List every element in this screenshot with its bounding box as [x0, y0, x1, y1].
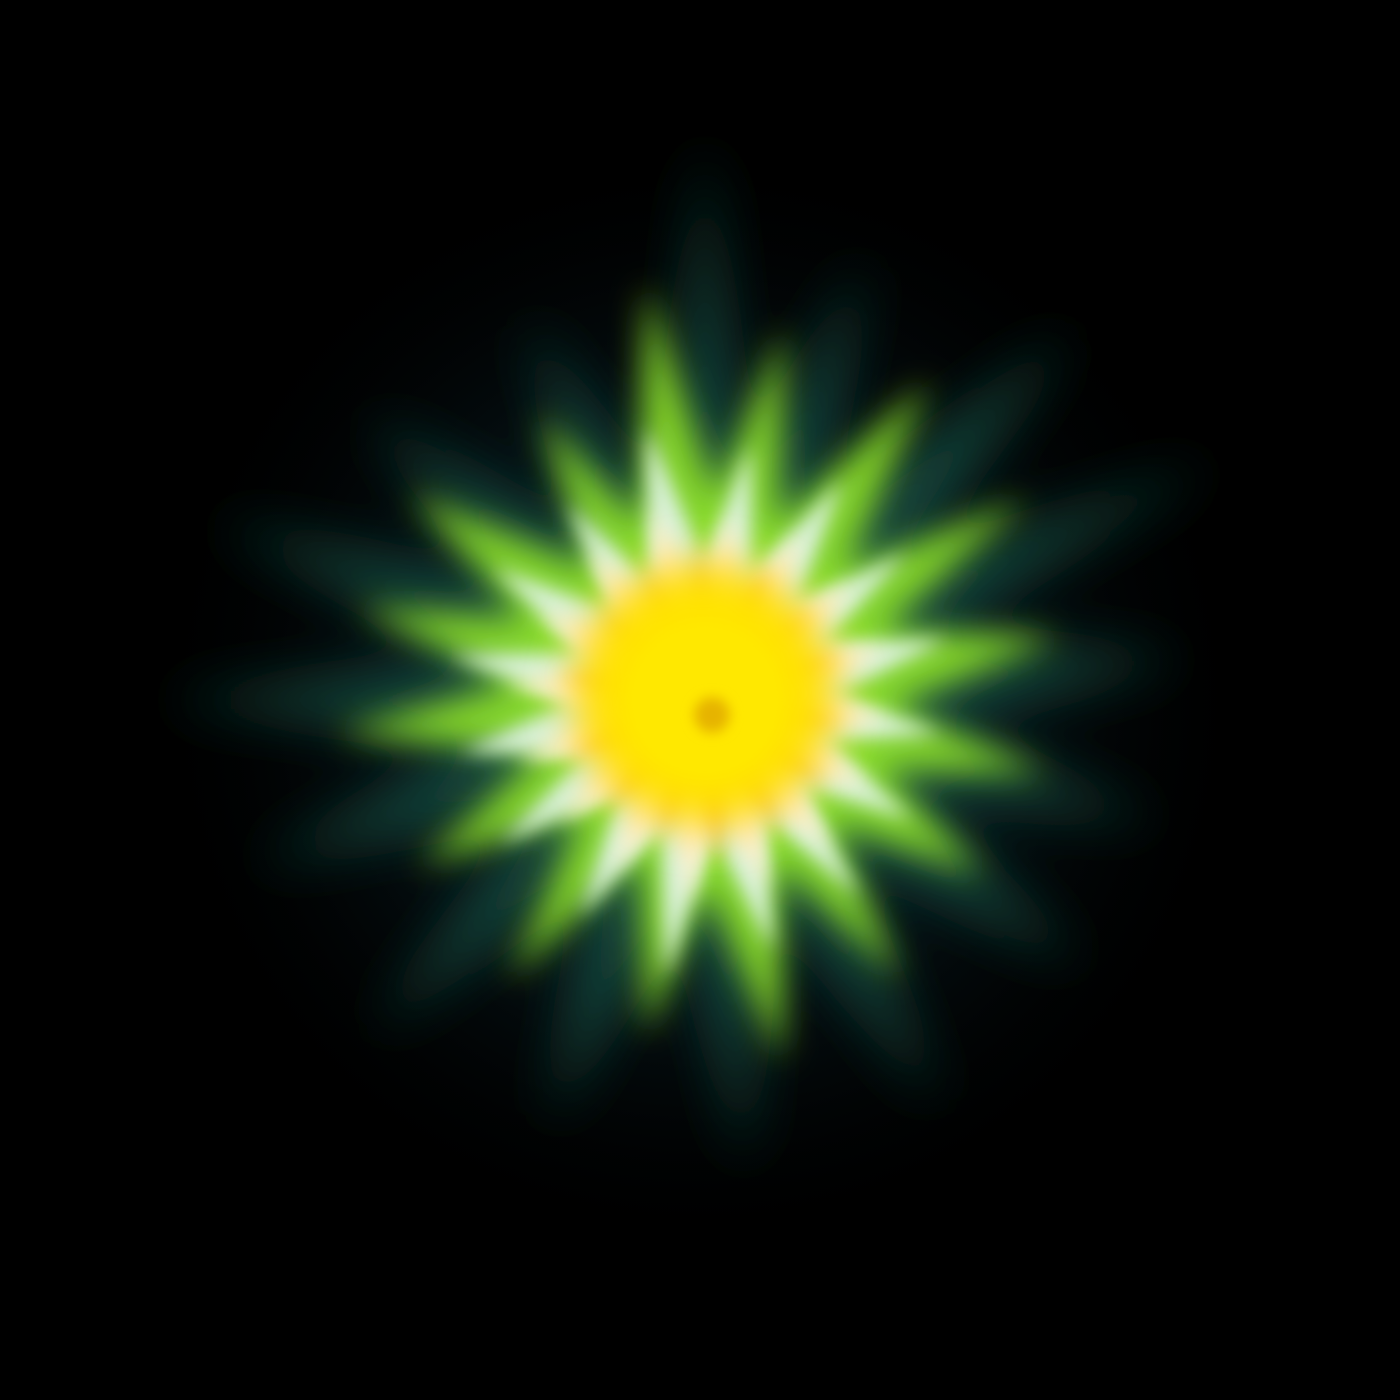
burst-core-spot: [694, 697, 730, 733]
